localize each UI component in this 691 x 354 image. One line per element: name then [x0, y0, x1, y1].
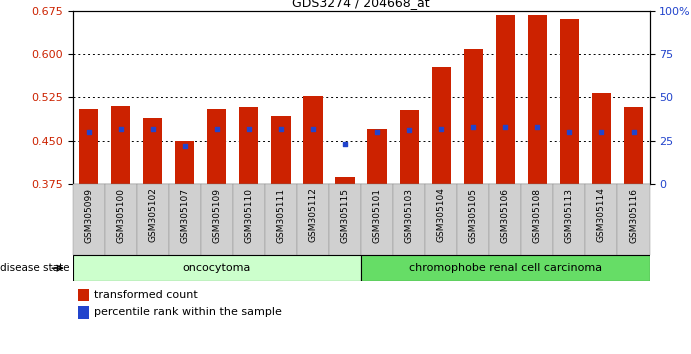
- Bar: [201, 184, 233, 255]
- Point: [500, 124, 511, 130]
- Title: GDS3274 / 204668_at: GDS3274 / 204668_at: [292, 0, 430, 10]
- Text: GSM305110: GSM305110: [245, 188, 254, 242]
- Point: [83, 129, 94, 135]
- Text: GSM305114: GSM305114: [597, 188, 606, 242]
- Text: GSM305102: GSM305102: [148, 188, 157, 242]
- Bar: [175, 141, 194, 184]
- Bar: [624, 107, 643, 184]
- Text: oncocytoma: oncocytoma: [182, 263, 251, 273]
- Bar: [143, 118, 162, 184]
- Bar: [79, 109, 98, 184]
- Bar: [104, 184, 137, 255]
- Text: GSM305111: GSM305111: [276, 188, 285, 242]
- Text: GSM305108: GSM305108: [533, 188, 542, 242]
- Text: GSM305113: GSM305113: [565, 188, 574, 242]
- Bar: [618, 184, 650, 255]
- Bar: [425, 184, 457, 255]
- Text: GSM305105: GSM305105: [468, 188, 477, 242]
- Point: [532, 124, 543, 130]
- Text: GSM305109: GSM305109: [212, 188, 221, 242]
- Bar: [489, 184, 521, 255]
- Point: [372, 129, 383, 135]
- Point: [596, 129, 607, 135]
- Bar: [207, 109, 227, 184]
- Bar: [368, 129, 387, 184]
- Bar: [457, 184, 489, 255]
- Bar: [521, 184, 553, 255]
- Bar: [78, 306, 88, 319]
- Bar: [393, 184, 425, 255]
- Point: [307, 126, 319, 131]
- Point: [179, 143, 190, 149]
- Bar: [361, 184, 393, 255]
- Text: GSM305106: GSM305106: [501, 188, 510, 242]
- Bar: [553, 184, 585, 255]
- Bar: [111, 106, 130, 184]
- Bar: [591, 93, 611, 184]
- Text: GSM305099: GSM305099: [84, 188, 93, 242]
- Bar: [585, 184, 618, 255]
- Point: [276, 126, 287, 131]
- Text: GSM305103: GSM305103: [405, 188, 414, 242]
- Point: [243, 126, 254, 131]
- Bar: [297, 184, 329, 255]
- Text: GSM305104: GSM305104: [437, 188, 446, 242]
- Bar: [303, 96, 323, 184]
- Bar: [73, 184, 104, 255]
- Bar: [432, 67, 451, 184]
- Bar: [399, 110, 419, 184]
- Text: GSM305115: GSM305115: [341, 188, 350, 242]
- Point: [628, 129, 639, 135]
- Bar: [329, 184, 361, 255]
- Bar: [361, 255, 650, 281]
- Text: GSM305116: GSM305116: [629, 188, 638, 242]
- Text: GSM305101: GSM305101: [372, 188, 381, 242]
- Bar: [73, 255, 361, 281]
- Text: percentile rank within the sample: percentile rank within the sample: [95, 307, 283, 317]
- Bar: [560, 19, 579, 184]
- Bar: [233, 184, 265, 255]
- Point: [147, 126, 158, 131]
- Text: GSM305107: GSM305107: [180, 188, 189, 242]
- Bar: [335, 177, 354, 184]
- Bar: [265, 184, 297, 255]
- Text: GSM305112: GSM305112: [308, 188, 317, 242]
- Text: disease state: disease state: [0, 263, 70, 273]
- Point: [435, 126, 446, 131]
- Bar: [169, 184, 201, 255]
- Bar: [272, 116, 290, 184]
- Bar: [239, 107, 258, 184]
- Bar: [464, 49, 483, 184]
- Bar: [137, 184, 169, 255]
- Point: [211, 126, 223, 131]
- Point: [564, 129, 575, 135]
- Bar: [528, 15, 547, 184]
- Point: [468, 124, 479, 130]
- Bar: [78, 289, 88, 301]
- Text: transformed count: transformed count: [95, 290, 198, 299]
- Text: GSM305100: GSM305100: [116, 188, 125, 242]
- Point: [404, 127, 415, 133]
- Text: chromophobe renal cell carcinoma: chromophobe renal cell carcinoma: [409, 263, 602, 273]
- Point: [115, 126, 126, 131]
- Bar: [495, 15, 515, 184]
- Point: [339, 141, 350, 147]
